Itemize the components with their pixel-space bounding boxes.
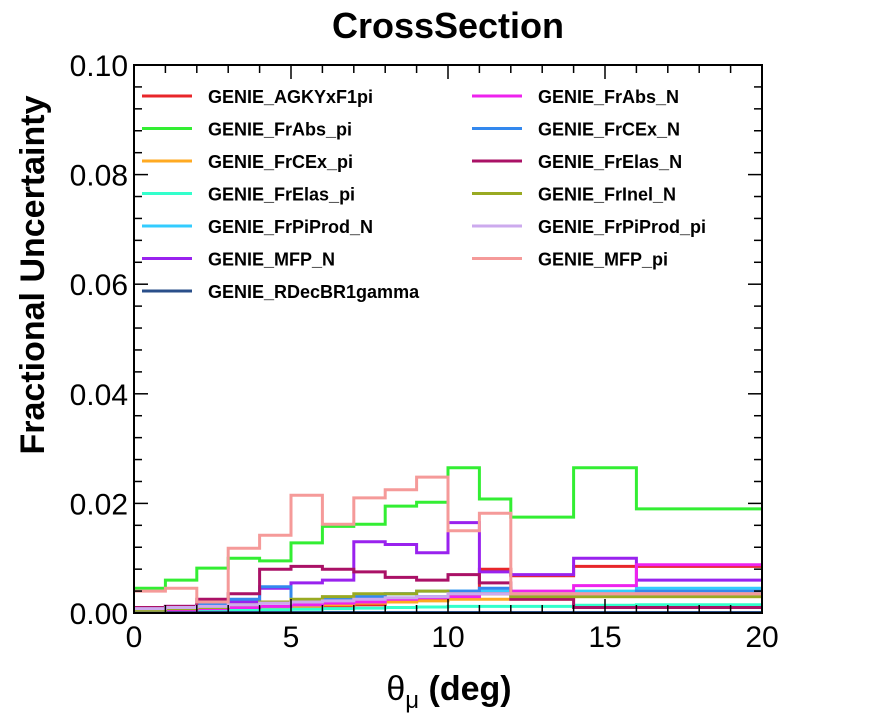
- x-axis-label-symbol: θ: [386, 670, 405, 708]
- y-tick-label: 0.00: [70, 598, 128, 631]
- legend-label: GENIE_FrAbs_N: [538, 87, 679, 107]
- x-tick-label: 10: [431, 621, 464, 654]
- legend-label: GENIE_MFP_pi: [538, 250, 668, 270]
- chart-title: CrossSection: [332, 5, 564, 46]
- legend-label: GENIE_FrElas_pi: [208, 185, 355, 205]
- legend-label: GENIE_AGKYxF1pi: [208, 87, 373, 107]
- series-line-genie-mfp-pi: [134, 475, 762, 604]
- legend-label: GENIE_FrAbs_pi: [208, 120, 352, 140]
- y-axis-label: Fractional Uncertainty: [14, 95, 52, 454]
- axes-layer: 0 5 10 15 20 0.00 0.02 0.04 0.06 0.08 0.10: [70, 50, 779, 654]
- legend-label: GENIE_FrCEx_N: [538, 120, 680, 140]
- legend-label: GENIE_FrPiProd_N: [208, 217, 373, 237]
- y-tick-label: 0.10: [70, 50, 128, 83]
- legend-label: GENIE_FrInel_N: [538, 185, 676, 205]
- x-tick-label: 20: [745, 621, 778, 654]
- legend: GENIE_AGKYxF1pi GENIE_FrAbs_pi GENIE_FrCEx…: [142, 87, 706, 302]
- y-tick-label: 0.04: [70, 379, 128, 412]
- legend-label: GENIE_FrPiProd_pi: [538, 217, 706, 237]
- y-tick-label: 0.06: [70, 269, 128, 302]
- series-line-genie-frpiprod-pi: [134, 592, 762, 611]
- y-tick-label: 0.08: [70, 160, 128, 193]
- x-axis-label-subscript: μ: [405, 687, 419, 714]
- legend-label: GENIE_FrCEx_pi: [208, 152, 353, 172]
- legend-label: GENIE_FrElas_N: [538, 152, 682, 172]
- x-tick-label: 15: [588, 621, 621, 654]
- series-layer: [134, 466, 762, 614]
- x-tick-label: 5: [283, 621, 300, 654]
- y-axis-label-group: Fractional Uncertainty: [14, 95, 52, 454]
- series-line-genie-frabs-pi: [134, 466, 762, 590]
- y-tick-label: 0.02: [70, 488, 128, 521]
- legend-label: GENIE_MFP_N: [208, 250, 335, 270]
- x-axis-label-rest: (deg): [419, 670, 512, 708]
- legend-label: GENIE_RDecBR1gamma: [208, 282, 420, 302]
- x-axis-label: θμ (deg): [386, 670, 511, 714]
- x-tick-label: 0: [126, 621, 143, 654]
